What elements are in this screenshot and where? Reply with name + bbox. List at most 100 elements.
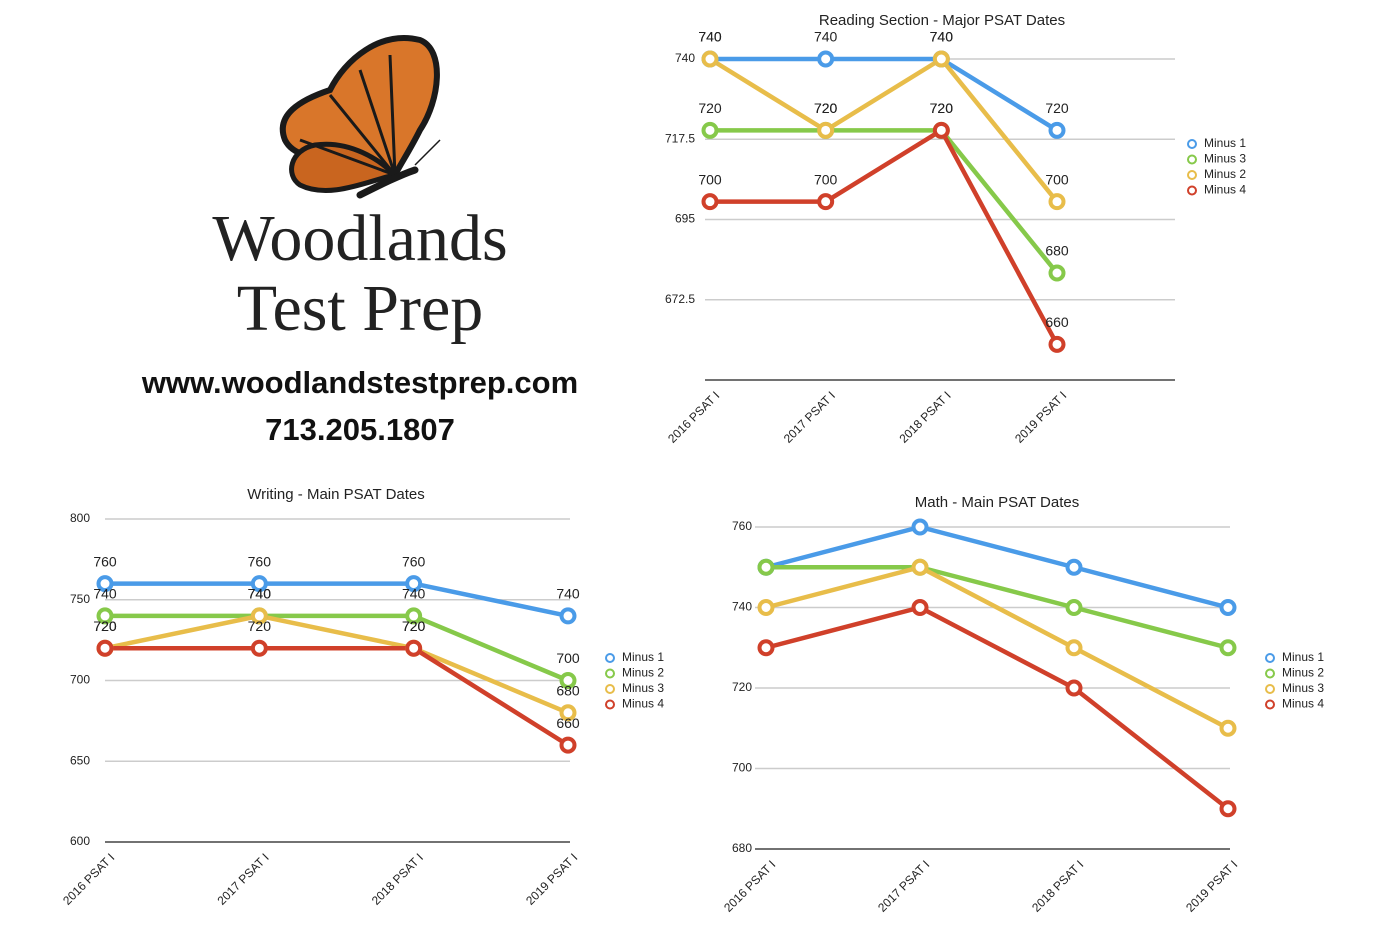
data-point (1048, 264, 1066, 282)
data-label: 720 (814, 100, 838, 116)
data-point (250, 607, 268, 625)
y-tick-label: 720 (732, 680, 752, 694)
x-tick-label: 2017 PSAT I (875, 857, 932, 914)
data-point (911, 599, 929, 616)
x-tick-label: 2016 PSAT I (721, 857, 778, 914)
data-point (757, 599, 775, 616)
y-tick-label: 680 (732, 841, 752, 855)
data-point (757, 639, 775, 657)
data-label: 740 (698, 29, 722, 45)
legend-label: Minus 3 (1204, 152, 1246, 166)
y-tick-label: 650 (70, 753, 90, 767)
data-label: 720 (93, 618, 117, 634)
data-point (1065, 599, 1083, 616)
data-label: 720 (930, 100, 954, 116)
data-point (250, 575, 268, 593)
series-line (766, 565, 1229, 650)
series-line (765, 524, 1229, 610)
legend-label: Minus 2 (1282, 666, 1324, 680)
y-tick-label: 695 (675, 212, 695, 226)
data-label: 740 (814, 29, 838, 45)
chart-title: Math - Main PSAT Dates (915, 494, 1080, 511)
data-point (817, 193, 835, 211)
series-line (765, 565, 1230, 731)
data-label: 760 (248, 553, 272, 569)
data-label: 740 (556, 586, 580, 602)
data-point (96, 639, 114, 657)
data-label: 720 (1045, 100, 1069, 116)
legend-marker (1187, 170, 1197, 180)
data-label: 760 (402, 553, 426, 569)
legend-marker (605, 668, 615, 679)
y-tick-label: 717.5 (665, 131, 695, 145)
data-label: 740 (93, 586, 117, 602)
data-label: 720 (930, 100, 954, 116)
series-line (105, 613, 569, 683)
y-tick-label: 672.5 (665, 292, 695, 306)
data-point (1065, 679, 1083, 697)
legend-marker (1187, 139, 1197, 149)
data-label: 720 (402, 618, 426, 634)
x-tick-label: 2018 PSAT I (896, 388, 953, 445)
data-label: 700 (1045, 171, 1069, 187)
data-point (1219, 639, 1237, 657)
data-point (250, 639, 268, 657)
data-point (701, 121, 719, 139)
data-label: 660 (556, 715, 580, 731)
legend-label: Minus 3 (622, 681, 664, 695)
data-point (1219, 800, 1237, 818)
data-label: 680 (1045, 243, 1069, 259)
data-point (96, 607, 114, 625)
x-tick-label: 2018 PSAT I (1029, 857, 1086, 914)
legend-marker (605, 653, 615, 663)
series-line (710, 128, 1059, 275)
x-tick-label: 2019 PSAT I (523, 850, 580, 907)
data-label: 720 (698, 100, 722, 116)
series-line (708, 56, 1059, 204)
x-tick-label: 2017 PSAT I (781, 388, 838, 445)
data-point (1065, 558, 1083, 576)
data-point (701, 193, 719, 211)
brand-name: Woodlands (212, 202, 507, 275)
data-label: 720 (814, 100, 838, 116)
legend-marker (605, 699, 615, 710)
legend-label: Minus 4 (622, 697, 664, 711)
data-point (1048, 335, 1066, 353)
data-point (1219, 719, 1237, 737)
chart-title: Reading Section - Major PSAT Dates (819, 12, 1065, 29)
legend-label: Minus 4 (1282, 697, 1324, 711)
legend-label: Minus 3 (1282, 681, 1324, 695)
data-label: 740 (930, 29, 954, 45)
y-tick-label: 700 (70, 673, 90, 687)
y-tick-label: 740 (675, 51, 695, 65)
data-point (405, 575, 423, 593)
data-point (932, 50, 950, 68)
series-line (105, 645, 570, 748)
legend-marker (1187, 154, 1197, 165)
data-point (1065, 639, 1083, 657)
data-point (817, 121, 835, 139)
x-tick-label: 2019 PSAT I (1012, 388, 1069, 445)
y-tick-label: 600 (70, 834, 90, 848)
data-label: 740 (698, 29, 722, 45)
legend-label: Minus 1 (622, 650, 664, 664)
data-point (1048, 121, 1066, 139)
legend-label: Minus 2 (1204, 167, 1246, 181)
series-line (105, 581, 569, 619)
data-label: 700 (814, 171, 838, 187)
x-tick-label: 2017 PSAT I (214, 850, 271, 907)
data-point (1219, 599, 1237, 616)
y-tick-label: 740 (732, 600, 752, 614)
legend-marker (1187, 185, 1197, 196)
y-tick-label: 700 (732, 761, 752, 775)
data-point (701, 50, 719, 68)
data-point (96, 575, 114, 593)
legend-label: Minus 2 (622, 666, 664, 680)
x-tick-label: 2016 PSAT I (60, 850, 117, 907)
data-label: 720 (248, 618, 272, 634)
data-label: 720 (93, 618, 117, 634)
data-label: 720 (402, 618, 426, 634)
data-label: 740 (402, 586, 426, 602)
data-label: 680 (556, 683, 580, 699)
